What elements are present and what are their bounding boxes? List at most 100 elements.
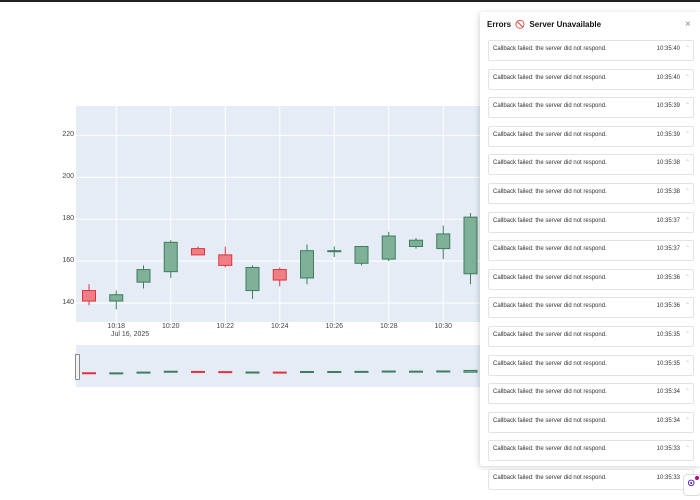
close-button[interactable]: × bbox=[685, 19, 691, 30]
error-message: Callback failed: the server did not resp… bbox=[493, 74, 607, 81]
error-timestamp: 10:35:36 bbox=[656, 303, 680, 310]
candle-body bbox=[463, 369, 478, 373]
debug-menu-button[interactable]: ⊙ bbox=[683, 474, 700, 496]
error-item[interactable]: Callback failed: the server did not resp… bbox=[488, 411, 694, 433]
chevron-up-icon[interactable]: ⌃ bbox=[684, 246, 690, 253]
candle-body bbox=[409, 370, 423, 373]
chevron-up-icon[interactable]: ⌃ bbox=[684, 131, 690, 138]
candle[interactable] bbox=[163, 240, 178, 278]
candle[interactable] bbox=[409, 238, 423, 249]
candle[interactable] bbox=[109, 290, 124, 310]
error-panel-header: Errors 🚫 Server Unavailable × bbox=[480, 12, 700, 40]
candle[interactable] bbox=[272, 267, 287, 287]
x-tick-label: 10:18 bbox=[107, 323, 126, 330]
candle-body bbox=[300, 250, 314, 279]
error-item[interactable]: Callback failed: the server did not resp… bbox=[488, 440, 694, 462]
chevron-up-icon[interactable]: ⌃ bbox=[684, 360, 690, 367]
error-item[interactable]: Callback failed: the server did not resp… bbox=[488, 40, 694, 61]
error-item[interactable]: Callback failed: the server did not resp… bbox=[488, 354, 694, 376]
candle-body bbox=[109, 372, 124, 375]
error-item[interactable]: Callback failed: the server did not resp… bbox=[488, 97, 694, 119]
error-item[interactable]: Callback failed: the server did not resp… bbox=[488, 211, 694, 233]
error-message: Callback failed: the server did not resp… bbox=[493, 188, 607, 195]
range-slider[interactable] bbox=[76, 345, 486, 387]
candle-body bbox=[191, 248, 205, 256]
error-timestamp: 10:35:35 bbox=[656, 360, 680, 367]
candle-body bbox=[354, 246, 369, 264]
chevron-up-icon[interactable]: ⌃ bbox=[684, 74, 690, 81]
chevron-up-icon[interactable]: ⌃ bbox=[684, 303, 690, 310]
error-item[interactable]: Callback failed: the server did not resp… bbox=[488, 383, 694, 405]
top-border bbox=[0, 0, 700, 2]
error-item[interactable]: Callback failed: the server did not resp… bbox=[488, 325, 694, 347]
candle[interactable] bbox=[163, 370, 178, 373]
chevron-up-icon[interactable]: ⌃ bbox=[684, 160, 690, 167]
chevron-up-icon[interactable]: ⌃ bbox=[684, 389, 690, 396]
candle[interactable] bbox=[82, 372, 96, 375]
range-slider-handle[interactable] bbox=[75, 354, 80, 380]
y-tick-label: 140 bbox=[62, 299, 74, 307]
error-message: Callback failed: the server did not resp… bbox=[493, 131, 607, 138]
error-item[interactable]: Callback failed: the server did not resp… bbox=[488, 240, 694, 262]
error-item[interactable]: Callback failed: the server did not resp… bbox=[488, 297, 694, 319]
candle-body bbox=[381, 235, 396, 260]
candle[interactable] bbox=[136, 371, 151, 374]
error-timestamp: 10:35:40 bbox=[656, 46, 680, 52]
error-message: Callback failed: the server did not resp… bbox=[493, 160, 607, 167]
error-item[interactable]: Callback failed: the server did not resp… bbox=[488, 154, 694, 176]
candle[interactable] bbox=[463, 369, 478, 373]
candle[interactable] bbox=[436, 225, 451, 260]
error-message: Callback failed: the server did not resp… bbox=[493, 474, 607, 481]
candle[interactable] bbox=[109, 372, 124, 375]
candle[interactable] bbox=[82, 284, 96, 306]
candle[interactable] bbox=[463, 212, 478, 285]
candle[interactable] bbox=[354, 246, 369, 266]
candle[interactable] bbox=[436, 370, 451, 373]
chevron-up-icon[interactable]: ⌃ bbox=[684, 103, 690, 110]
candle[interactable] bbox=[218, 246, 233, 268]
error-item[interactable]: Callback failed: the server did not resp… bbox=[488, 182, 694, 204]
candle[interactable] bbox=[327, 371, 342, 374]
chevron-up-icon[interactable]: ⌃ bbox=[684, 188, 690, 195]
chevron-up-icon[interactable]: ⌃ bbox=[684, 274, 690, 281]
error-message: Callback failed: the server did not resp… bbox=[493, 274, 607, 281]
candle[interactable] bbox=[191, 370, 205, 373]
candle[interactable] bbox=[245, 265, 260, 299]
error-item[interactable]: Callback failed: the server did not resp… bbox=[488, 68, 694, 90]
error-timestamp: 10:35:38 bbox=[656, 188, 680, 195]
error-item[interactable]: Callback failed: the server did not resp… bbox=[488, 125, 694, 147]
dash-debug-icon: ⊙ bbox=[687, 478, 696, 489]
candle-body bbox=[245, 371, 260, 374]
candlestick-plot-area[interactable] bbox=[76, 106, 486, 322]
candle-body bbox=[409, 239, 423, 248]
chevron-up-icon[interactable]: ⌃ bbox=[684, 217, 690, 224]
candle[interactable] bbox=[381, 370, 396, 373]
candle-body bbox=[300, 371, 314, 374]
candle[interactable] bbox=[272, 371, 287, 374]
candle[interactable] bbox=[381, 231, 396, 262]
candle[interactable] bbox=[300, 244, 314, 285]
candle[interactable] bbox=[136, 265, 151, 289]
candle-body bbox=[245, 266, 260, 292]
chevron-up-icon[interactable]: ⌃ bbox=[684, 331, 690, 338]
x-tick-label: 10:22 bbox=[216, 323, 235, 330]
candle[interactable] bbox=[354, 370, 369, 373]
error-message: Callback failed: the server did not resp… bbox=[493, 103, 607, 110]
chevron-up-icon[interactable]: ⌃ bbox=[684, 446, 690, 453]
candle[interactable] bbox=[218, 371, 233, 374]
error-timestamp: 10:35:34 bbox=[656, 389, 680, 396]
chevron-up-icon[interactable]: ⌃ bbox=[684, 417, 690, 424]
candle[interactable] bbox=[327, 246, 342, 257]
candle[interactable] bbox=[300, 371, 314, 374]
error-timestamp: 10:35:35 bbox=[656, 331, 680, 338]
error-timestamp: 10:35:38 bbox=[656, 160, 680, 167]
error-message: Callback failed: the server did not resp… bbox=[493, 303, 607, 310]
candle[interactable] bbox=[409, 370, 423, 373]
error-item[interactable]: Callback failed: the server did not resp… bbox=[488, 468, 694, 490]
candle-body bbox=[109, 294, 124, 302]
error-item[interactable]: Callback failed: the server did not resp… bbox=[488, 268, 694, 290]
candle[interactable] bbox=[191, 246, 205, 256]
candle-body bbox=[327, 250, 342, 253]
chevron-up-icon[interactable]: ⌃ bbox=[684, 46, 690, 52]
candle[interactable] bbox=[245, 371, 260, 374]
